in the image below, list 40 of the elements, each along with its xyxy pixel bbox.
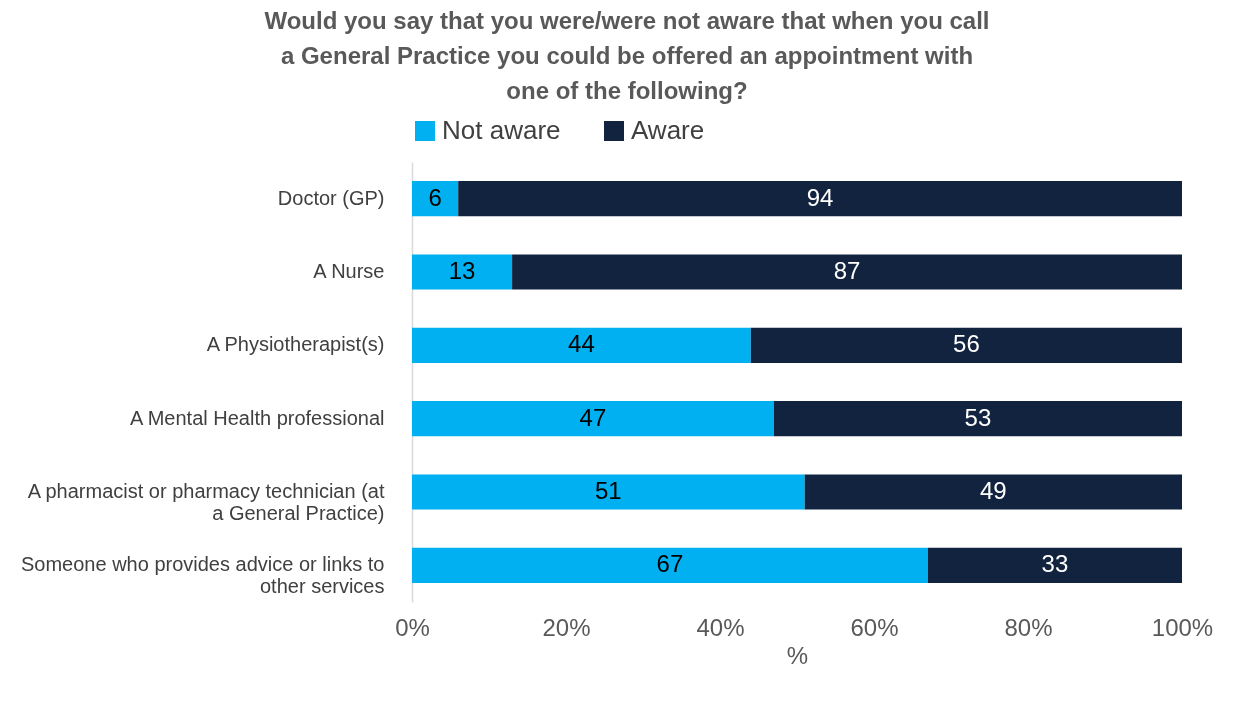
x-tick-label: 20%	[542, 613, 591, 641]
data-label: 53	[964, 403, 992, 431]
x-axis-title: %	[786, 641, 809, 669]
data-label: 13	[448, 257, 476, 284]
bar	[412, 254, 513, 290]
y-tick-label: A pharmacist or pharmacy technician (at a General Practice)	[27, 480, 385, 524]
data-label: 56	[953, 330, 980, 358]
x-tick-label: 100%	[1151, 613, 1214, 641]
bar	[927, 547, 1182, 583]
x-tick-label: 80%	[1004, 613, 1053, 641]
y-tick-label: A Nurse	[313, 260, 385, 282]
bar	[412, 401, 774, 437]
bar	[412, 474, 805, 510]
x-tick-label: 0%	[395, 613, 430, 641]
y-tick-label: A Physiotherapist(s)	[206, 333, 385, 356]
bar	[750, 327, 1182, 363]
y-tick-label: Doctor (GP)	[277, 186, 385, 209]
bar	[412, 327, 751, 363]
data-label: 94	[806, 183, 834, 211]
bar	[412, 181, 459, 217]
bar	[412, 547, 928, 583]
x-tick-label: 60%	[850, 613, 899, 641]
bar	[458, 181, 1182, 217]
data-label: 87	[833, 257, 861, 284]
legend-label: Aware	[631, 115, 705, 145]
bar	[804, 474, 1182, 510]
y-tick-label: A Mental Health professional	[129, 406, 385, 429]
legend-label: Not aware	[442, 115, 561, 145]
data-label: 6	[428, 183, 442, 211]
data-label: 47	[579, 403, 607, 431]
chart-title: Would you say that you were/were not aware that when you call a General Practice you could be offered an appointment with one of the following?	[264, 7, 990, 104]
data-label: 51	[595, 477, 622, 504]
data-label: 33	[1041, 550, 1069, 578]
bar	[773, 401, 1182, 437]
data-label: 44	[568, 330, 595, 358]
x-tick-label: 40%	[696, 613, 745, 641]
data-label: 67	[656, 550, 684, 578]
data-label: 49	[980, 477, 1007, 504]
bar	[512, 254, 1182, 290]
y-tick-label: Someone who provides advice or links to other services	[20, 553, 385, 598]
